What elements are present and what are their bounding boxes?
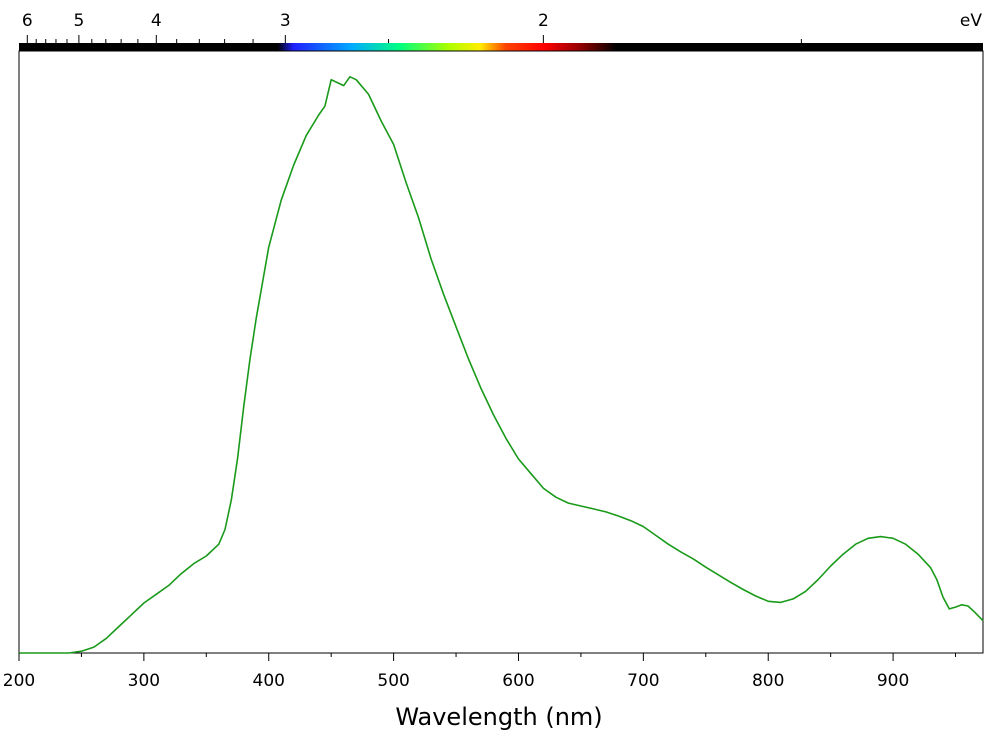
x-axis: 200 300 400 500 600 700 800 900 (3, 653, 957, 691)
plot-frame (18, 50, 984, 654)
energy-unit-label: eV (960, 11, 982, 31)
x-tick-label-700: 700 (627, 671, 659, 691)
x-axis-title: Wavelength (nm) (395, 703, 602, 731)
spectrum-line-series-0 (19, 76, 984, 654)
x-tick-label-200: 200 (3, 671, 35, 691)
x-tick-label-400: 400 (253, 671, 285, 691)
energy-axis: 6 5 4 3 2 (22, 11, 802, 43)
ev-tick-label-4: 4 (151, 11, 162, 31)
x-tick-label-300: 300 (128, 671, 160, 691)
x-tick-label-900: 900 (877, 671, 909, 691)
spectrum-color-bar (19, 43, 983, 51)
ev-tick-label-3: 3 (280, 11, 291, 31)
x-tick-label-600: 600 (502, 671, 534, 691)
plot-area (19, 76, 984, 654)
ev-tick-label-6: 6 (22, 11, 33, 31)
ev-tick-label-2: 2 (538, 11, 549, 31)
x-tick-label-800: 800 (752, 671, 784, 691)
ev-tick-label-5: 5 (73, 11, 84, 31)
x-tick-label-500: 500 (377, 671, 409, 691)
